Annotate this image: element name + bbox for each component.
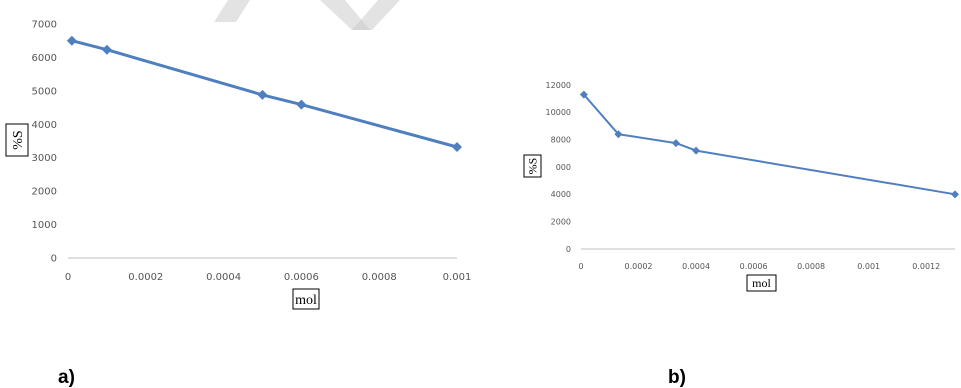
chart-b: 0 2000 4000 000 8000 10000 12000 0 0.0002 0.0004 0… (523, 81, 959, 388)
x-tick-label: 0.0008 (362, 272, 397, 283)
x-tick-label: 0.0004 (206, 272, 241, 283)
x-tick-label: 0.001 (857, 262, 880, 271)
x-tick-label: 0.0002 (128, 272, 163, 283)
chart-a: 0 1000 2000 3000 4000 5000 6000 7000 0 0.0002 0.00… (5, 20, 472, 388)
x-axis-label-box (746, 274, 777, 292)
y-tick-label: 10000 (546, 108, 571, 117)
x-tick-label: 0.001 (443, 272, 472, 283)
x-axis-label: mol (752, 276, 771, 290)
y-tick-label: 1000 (32, 220, 57, 231)
data-point-marker (66, 35, 77, 46)
y-tick-label: 4000 (551, 190, 571, 199)
panel-label: a) (58, 367, 75, 388)
data-point-marker (579, 90, 588, 99)
y-axis-label: %S (526, 158, 540, 175)
x-axis-label-box (292, 288, 320, 310)
x-tick-label: 0.0008 (797, 262, 825, 271)
x-tick-label: 0.0012 (912, 262, 940, 271)
y-tick-label: 5000 (32, 86, 57, 97)
x-tick-label: 0.0002 (625, 262, 653, 271)
y-axis-label-box (523, 154, 542, 178)
y-tick-label: 2000 (32, 187, 57, 198)
x-tick-label: 0.0006 (740, 262, 768, 271)
x-axis-label: mol (295, 293, 317, 308)
data-point-marker (101, 44, 112, 55)
data-point-marker (951, 190, 959, 199)
data-point-marker (296, 99, 307, 110)
x-tick-label: 0.0004 (682, 262, 710, 271)
y-axis-label: %S (11, 130, 26, 149)
data-point-marker (671, 139, 680, 148)
y-tick-label: 7000 (32, 20, 57, 31)
data-point-marker (257, 89, 268, 100)
y-tick-label: 4000 (32, 120, 57, 131)
data-point-marker (692, 146, 701, 155)
series-line (583, 93, 956, 196)
x-tick-label: 0 (65, 272, 71, 283)
y-tick-label: 6000 (32, 53, 57, 64)
y-tick-label: 3000 (32, 153, 57, 164)
data-point-marker (614, 130, 623, 139)
y-tick-label: 0 (51, 254, 57, 265)
x-tick-label: 0 (578, 262, 583, 271)
y-tick-label: 12000 (546, 81, 571, 90)
y-tick-label: 2000 (551, 217, 571, 226)
panel-label: b) (668, 367, 686, 388)
y-axis-label-box (5, 123, 29, 157)
watermark-decoration (214, 0, 400, 30)
y-tick-label: 0 (566, 245, 571, 254)
y-tick-label: 8000 (551, 135, 571, 144)
x-tick-label: 0.0006 (284, 272, 319, 283)
y-tick-label: 000 (556, 163, 571, 172)
data-point-marker (452, 142, 462, 153)
